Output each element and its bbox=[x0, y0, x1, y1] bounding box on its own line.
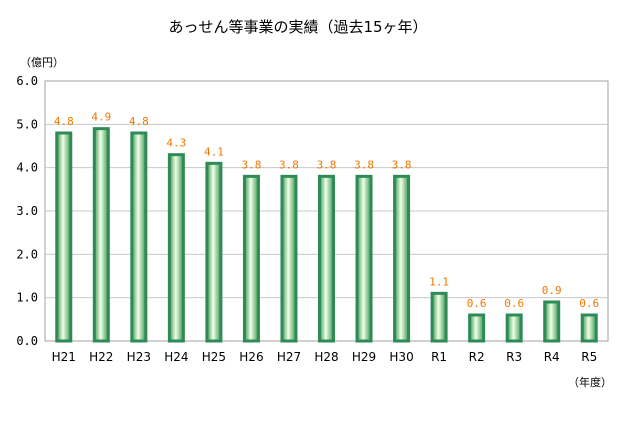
data-label: 3.8 bbox=[354, 158, 374, 171]
bar-H23 bbox=[130, 131, 148, 343]
bar-H22 bbox=[92, 127, 110, 343]
data-label: 1.1 bbox=[429, 275, 449, 288]
y-tick-label: 3.0 bbox=[16, 204, 38, 218]
bar-H25 bbox=[205, 161, 223, 343]
data-label: 0.6 bbox=[467, 297, 487, 310]
y-tick-label: 4.0 bbox=[16, 161, 38, 175]
bar-H24 bbox=[167, 153, 185, 343]
bar-H28 bbox=[318, 174, 335, 343]
x-tick-label: H22 bbox=[89, 350, 113, 364]
x-axis-unit: （年度） bbox=[568, 375, 612, 389]
x-tick-label: H27 bbox=[277, 350, 301, 364]
data-label: 4.1 bbox=[204, 145, 224, 158]
x-axis-ticks: H21 H22 H23 H24 H25 H26 H27 H28 H29 H30 R1 R2 R3 R4 R5 bbox=[52, 350, 598, 364]
bar-R3 bbox=[505, 313, 523, 343]
data-label: 0.9 bbox=[542, 284, 562, 297]
bar-H29 bbox=[355, 174, 373, 343]
data-label: 3.8 bbox=[279, 158, 299, 171]
data-label: 3.8 bbox=[317, 158, 337, 171]
y-axis-unit: （億円） bbox=[20, 56, 64, 69]
x-tick-label: H23 bbox=[127, 350, 151, 364]
bar-H27 bbox=[280, 174, 298, 343]
data-labels: 4.8 4.9 4.8 4.3 4.1 3.8 3.8 3.8 3.8 3.8 1.1 0.6 0.6 0… bbox=[54, 111, 599, 310]
y-tick-label: 2.0 bbox=[16, 247, 38, 261]
x-tick-label: R4 bbox=[544, 350, 560, 364]
data-label: 3.8 bbox=[241, 158, 261, 171]
chart-title: あっせん等事業の実績（過去15ヶ年） bbox=[168, 18, 427, 36]
bar-R2 bbox=[468, 313, 486, 343]
x-tick-label: H29 bbox=[352, 350, 376, 364]
x-tick-label: R3 bbox=[506, 350, 522, 364]
y-tick-label: 6.0 bbox=[16, 74, 38, 88]
y-tick-label: 1.0 bbox=[16, 291, 38, 305]
x-tick-label: H25 bbox=[202, 350, 226, 364]
x-tick-label: R2 bbox=[469, 350, 485, 364]
data-label: 4.3 bbox=[166, 137, 186, 150]
y-tick-label: 0.0 bbox=[16, 334, 38, 348]
bars bbox=[55, 127, 598, 343]
x-tick-label: H24 bbox=[164, 350, 188, 364]
bar-H21 bbox=[55, 131, 73, 343]
y-axis-ticks: 0.0 1.0 2.0 3.0 4.0 5.0 6.0 bbox=[16, 74, 38, 348]
bar-R1 bbox=[430, 291, 448, 343]
data-label: 4.9 bbox=[91, 111, 111, 124]
data-label: 4.8 bbox=[54, 115, 74, 128]
x-tick-label: H26 bbox=[239, 350, 263, 364]
data-label: 0.6 bbox=[504, 297, 524, 310]
x-tick-label: R1 bbox=[431, 350, 447, 364]
bar-R5 bbox=[580, 313, 598, 343]
bar-H26 bbox=[242, 174, 260, 343]
data-label: 3.8 bbox=[392, 158, 412, 171]
x-tick-label: R5 bbox=[581, 350, 597, 364]
data-label: 4.8 bbox=[129, 115, 149, 128]
bar-H30 bbox=[393, 174, 411, 343]
x-tick-label: H30 bbox=[389, 350, 413, 364]
y-tick-label: 5.0 bbox=[16, 117, 38, 131]
bar-R4 bbox=[543, 300, 561, 343]
data-label: 0.6 bbox=[579, 297, 599, 310]
x-tick-label: H28 bbox=[314, 350, 338, 364]
x-tick-label: H21 bbox=[52, 350, 76, 364]
